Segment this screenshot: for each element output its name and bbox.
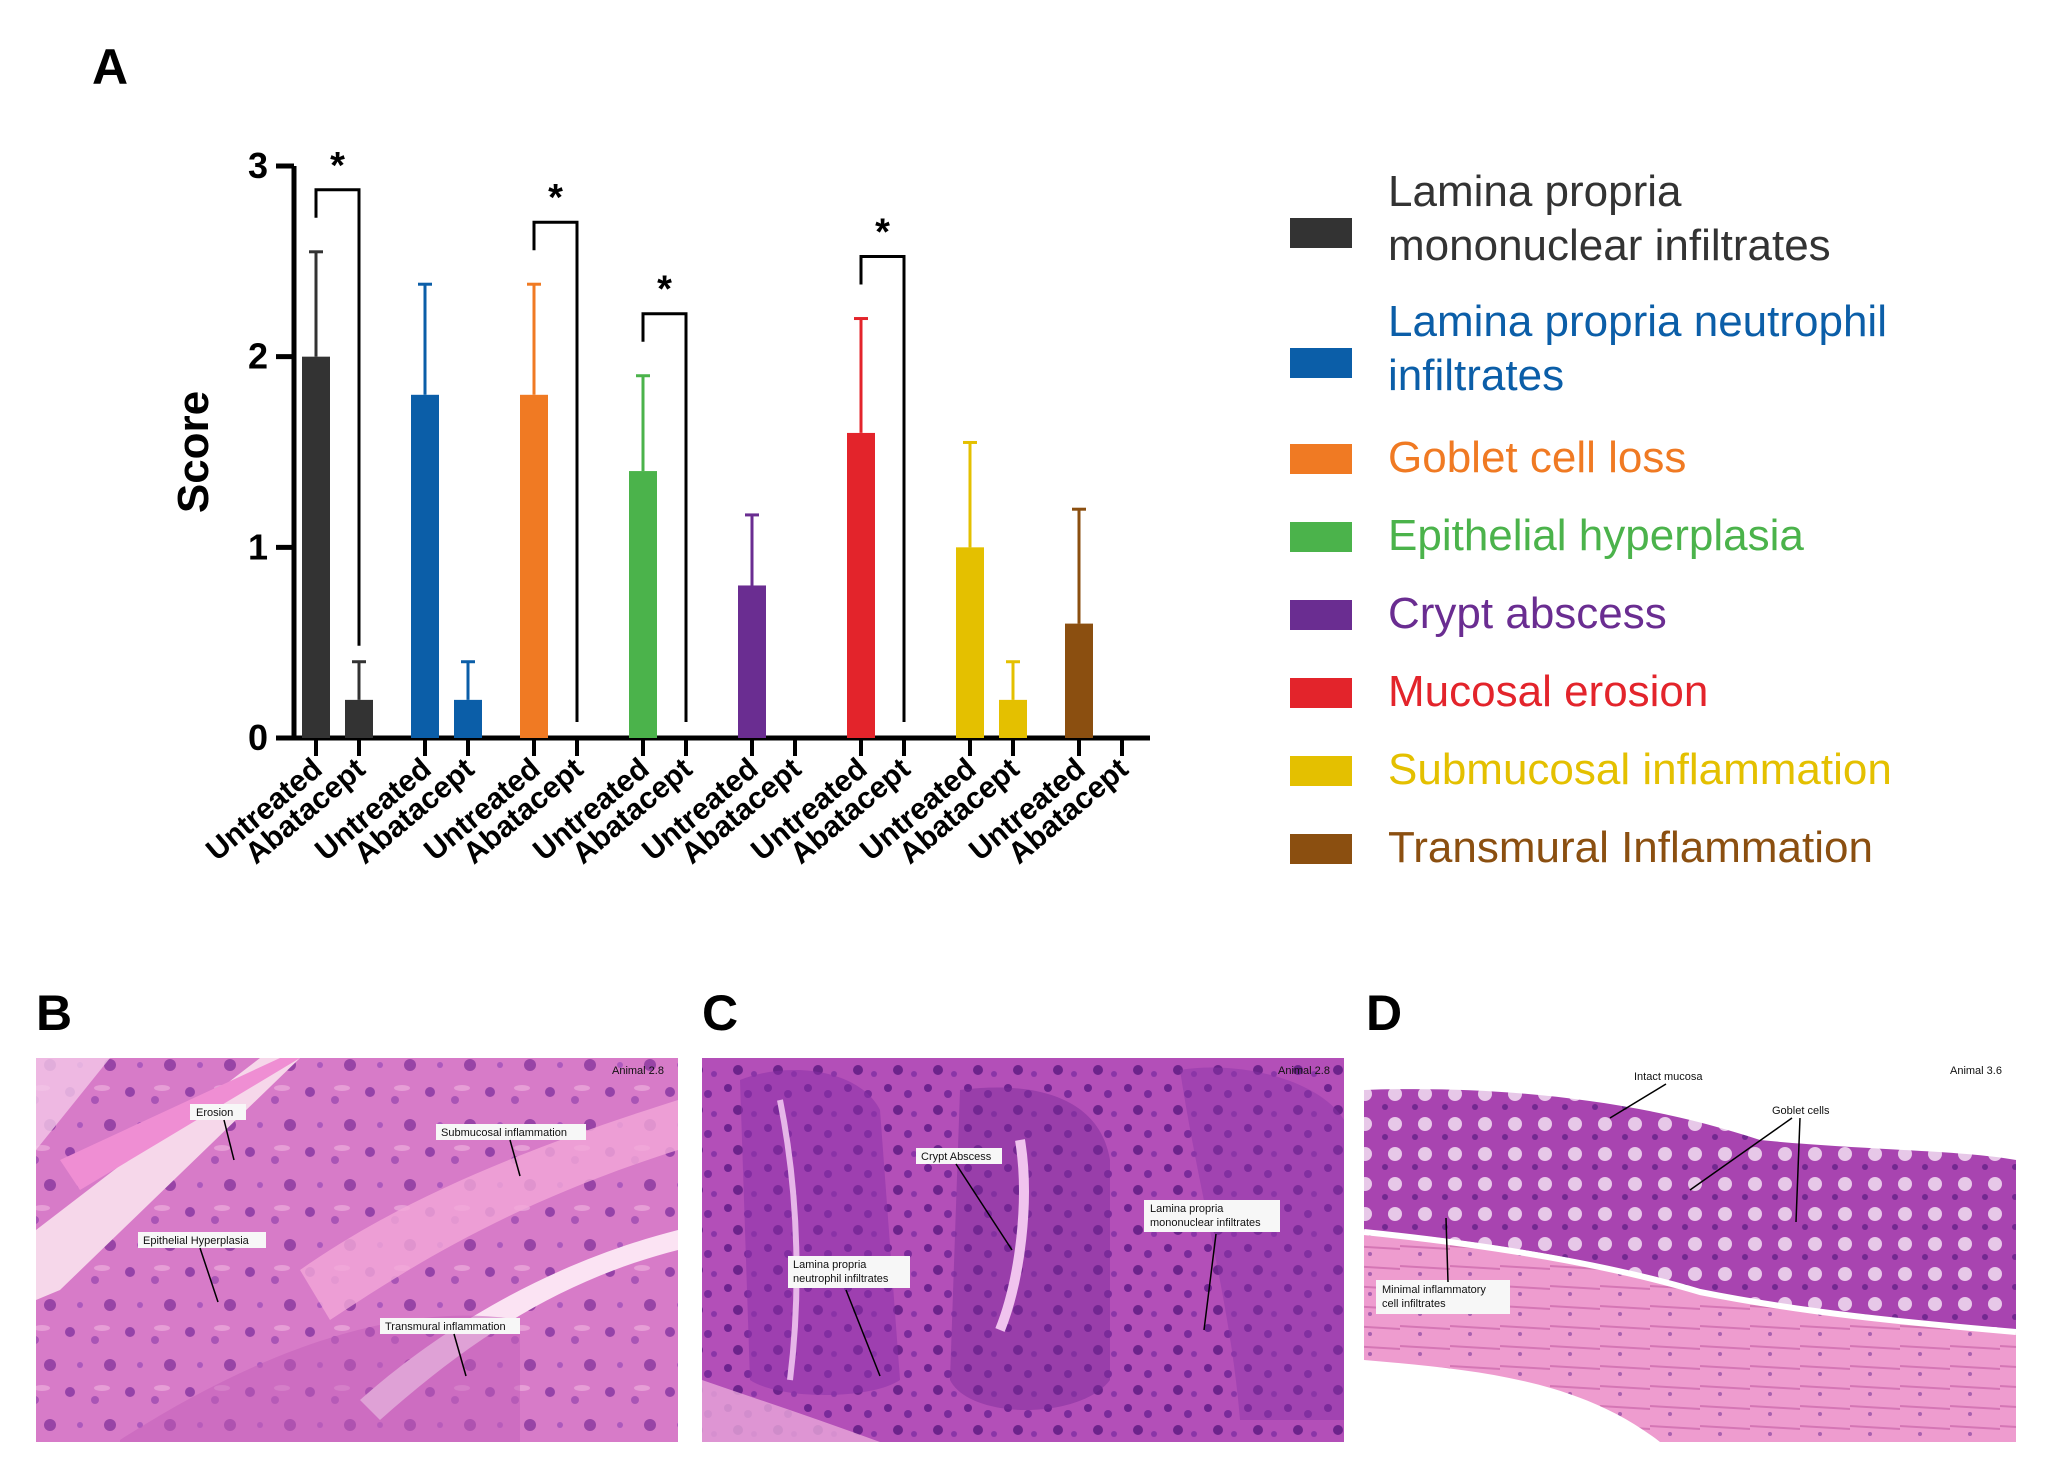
legend-label-1-1: infiltrates [1388,351,1564,400]
bar-7-0 [1065,623,1093,738]
micrograph-b: Animal 2.8 Erosion Submucosal inflammati… [36,1058,678,1442]
bar-0-0 [302,356,330,738]
panel-letter-a: A [92,39,128,95]
sig-star-0: * [330,145,345,187]
annot-d-1: Goblet cells [1772,1105,1830,1117]
legend: Lamina propria mononuclear infiltrates Lam… [1290,167,1892,872]
y-axis-label: Score [169,391,218,513]
annot-c-2: neutrophil infiltrates [793,1273,889,1285]
bar-3-0 [629,471,657,738]
annot-b-0: Erosion [196,1107,233,1119]
legend-swatch-4 [1290,600,1352,630]
bar-2-0 [520,394,548,738]
bars [302,250,1093,738]
legend-label-4: Crypt abscess [1388,589,1667,638]
panel-letter-d: D [1366,985,1402,1041]
bar-6-1 [999,699,1027,738]
legend-label-0-0: Lamina propria [1388,167,1682,216]
panel-letter-b: B [36,985,72,1041]
micrograph-d: Animal 3.6 Intact mucosa Goblet cells Mi… [1363,1058,2017,1442]
bar-1-0 [411,394,439,738]
bar-1-1 [454,699,482,738]
sig-star-2: * [548,177,563,219]
legend-label-6: Submucosal inflammation [1388,745,1892,794]
legend-swatch-5 [1290,678,1352,708]
significance-brackets: * * * * [314,145,906,722]
annot-c-4: mononuclear infiltrates [1150,1217,1261,1229]
y-ticks: 0 1 2 3 [248,145,294,758]
legend-label-3: Epithelial hyperplasia [1388,511,1804,560]
annot-b-3: Transmural inflammation [385,1321,506,1333]
y-tick-label-1: 1 [248,526,268,567]
sig-star-3: * [657,269,672,311]
legend-swatch-1 [1290,348,1352,378]
animal-label-c: Animal 2.8 [1278,1065,1330,1077]
sig-bracket-0 [314,188,361,646]
x-tick-labels: UntreatedAbataceptUntreatedAbataceptUntr… [200,738,1134,871]
bar-chart: Score 0 1 2 3 UntreatedAbataceptUntreatedAb… [169,145,1150,871]
sig-star-5: * [875,212,890,254]
annot-d-3: cell infiltrates [1382,1298,1446,1310]
animal-label-b: Animal 2.8 [612,1065,664,1077]
annot-b-2: Epithelial Hyperplasia [143,1235,250,1247]
annot-d-0: Intact mucosa [1634,1071,1703,1083]
bar-4-0 [738,585,766,738]
annot-b-1: Submucosal inflammation [441,1127,567,1139]
legend-swatch-2 [1290,444,1352,474]
legend-swatch-0 [1290,218,1352,248]
y-tick-label-0: 0 [248,717,268,758]
legend-swatch-3 [1290,522,1352,552]
legend-label-2: Goblet cell loss [1388,433,1686,482]
sig-bracket-5 [859,255,906,722]
annot-c-3: Lamina propria [1150,1203,1224,1215]
y-tick-label-2: 2 [248,336,268,377]
legend-swatch-7 [1290,834,1352,864]
panel-letter-c: C [702,985,738,1041]
legend-label-5: Mucosal erosion [1388,667,1708,716]
sig-bracket-2 [532,220,579,722]
animal-label-d: Animal 3.6 [1950,1065,2002,1077]
micrograph-c: Animal 2.8 Crypt Abscess Lamina propria … [702,1058,1344,1442]
y-tick-label-3: 3 [248,145,268,186]
annot-d-2: Minimal inflammatory [1382,1284,1486,1296]
bar-6-0 [956,547,984,738]
legend-label-0-1: mononuclear infiltrates [1388,221,1831,270]
bar-5-0 [847,432,875,738]
annot-c-0: Crypt Abscess [921,1151,992,1163]
bar-0-1 [345,699,373,738]
legend-label-1-0: Lamina propria neutrophil [1388,297,1887,346]
legend-label-7: Transmural Inflammation [1388,823,1873,872]
sig-bracket-3 [641,312,688,722]
legend-swatch-6 [1290,756,1352,786]
annot-c-1: Lamina propria [793,1259,867,1271]
